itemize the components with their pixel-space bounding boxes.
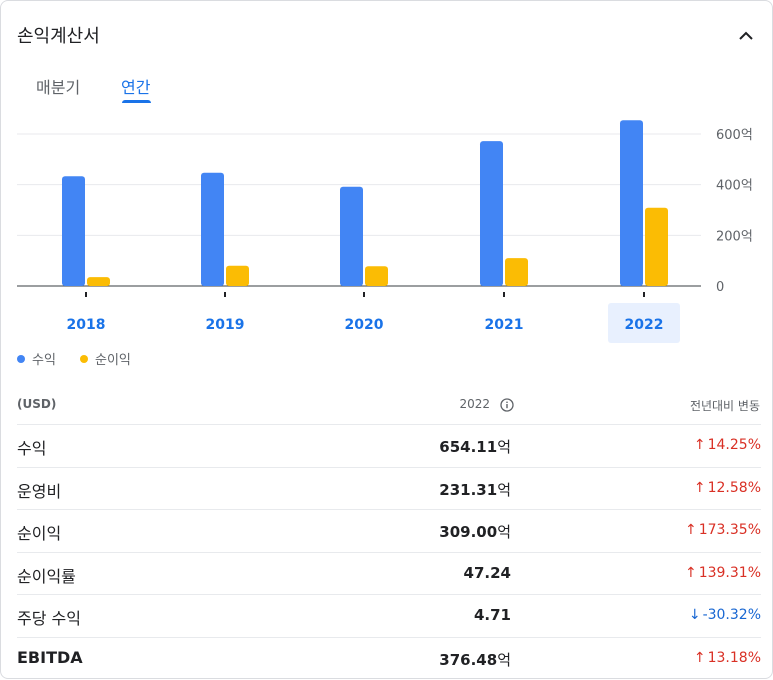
x-tick-label: 2022 [625, 317, 664, 333]
value-unit: 억 [497, 438, 511, 456]
tab-annual[interactable]: 연간 [121, 78, 151, 97]
row-label: EBITDA [17, 647, 83, 667]
row-change: ↑ 173.35% [685, 522, 761, 538]
table-row: 순이익 309.00억 ↑ 173.35% [17, 509, 761, 552]
bar-revenue [620, 120, 643, 286]
legend-label-net-income: 순이익 [95, 353, 131, 368]
tab-quarterly[interactable]: 매분기 [36, 78, 81, 97]
row-label: 순이익률 [17, 566, 76, 586]
change-column-header: 전년대비 변동 [689, 399, 760, 413]
collapse-button[interactable] [735, 25, 757, 47]
x-tick-label: 2020 [345, 317, 384, 333]
chevron-up-icon [739, 31, 753, 40]
year-column-header: 2022 [459, 397, 490, 411]
change-value: 13.18% [707, 649, 761, 666]
bar-net-income [87, 277, 110, 286]
arrow-up-icon: ↑ [693, 437, 706, 453]
change-value: 139.31% [698, 564, 761, 581]
row-label: 수익 [17, 439, 47, 458]
row-value: 4.71 [473, 606, 511, 624]
row-value: 231.31억 [439, 480, 511, 499]
arrow-up-icon: ↑ [684, 522, 697, 538]
bar-net-income [365, 266, 388, 286]
info-icon[interactable] [500, 398, 514, 415]
row-label: 주당 수익 [17, 609, 81, 628]
arrow-up-icon: ↑ [684, 564, 697, 581]
currency-label: (USD) [17, 397, 57, 411]
y-tick-label: 0 [716, 280, 724, 295]
table-row: 순이익률 47.24 ↑ 139.31% [17, 551, 761, 595]
arrow-up-icon: ↑ [693, 649, 706, 666]
change-value: -30.32% [702, 607, 761, 623]
change-value: 173.35% [698, 522, 761, 538]
y-tick-label: 200억 [716, 229, 753, 244]
y-tick-label: 400억 [716, 179, 753, 194]
row-change: ↑ 12.58% [694, 480, 761, 496]
arrow-up-icon: ↑ [693, 479, 706, 496]
legend-dot-net-income [80, 354, 88, 363]
bar-net-income [505, 258, 528, 286]
table-header: (USD) 2022 전년대비 변동 [1, 397, 772, 417]
value-unit: 억 [497, 650, 511, 669]
table-row: 수익 654.11억 ↑ 14.25% [17, 424, 761, 467]
row-label: 운영비 [17, 481, 62, 501]
bar-net-income [645, 207, 668, 286]
row-value: 47.24 [463, 563, 511, 582]
arrow-down-icon: ↓ [688, 607, 701, 623]
legend-revenue: 수익 [17, 349, 56, 368]
x-tick-label: 2019 [206, 317, 245, 333]
card-title: 손익계산서 [17, 26, 100, 47]
y-tick-label: 600억 [716, 128, 753, 143]
x-tick-label: 2018 [67, 317, 106, 333]
bar-net-income [226, 265, 249, 286]
bar-revenue [480, 141, 503, 286]
change-value: 12.58% [707, 479, 761, 496]
row-value: 376.48억 [439, 650, 511, 669]
legend-net-income: 순이익 [80, 349, 131, 368]
value-unit: 억 [497, 480, 511, 499]
selected-year-highlight [608, 303, 680, 343]
x-tick-label: 2021 [485, 317, 524, 333]
change-value: 14.25% [707, 437, 761, 453]
row-value: 309.00억 [439, 523, 511, 541]
legend-dot-revenue [17, 354, 25, 363]
row-change: ↑ 139.31% [685, 565, 761, 581]
bar-revenue [201, 172, 224, 286]
row-label: 순이익 [17, 524, 62, 543]
row-change: ↑ 13.18% [694, 650, 761, 666]
row-value: 654.11억 [439, 438, 511, 456]
active-tab-indicator [122, 100, 151, 103]
value-unit: 억 [497, 523, 511, 541]
bar-revenue [340, 186, 363, 286]
row-change: ↓ -30.32% [689, 607, 761, 623]
legend-label-revenue: 수익 [32, 353, 56, 368]
income-bar-chart: 0 200억 400억 600억 2018 2019 2020 2021 2022 [17, 120, 753, 343]
row-change: ↑ 14.25% [694, 437, 761, 453]
bar-revenue [62, 176, 85, 286]
table-row: 주당 수익 4.71 ↓ -30.32% [17, 594, 761, 637]
table-row: 운영비 231.31억 ↑ 12.58% [17, 466, 761, 510]
table-row: EBITDA 376.48억 ↑ 13.18% [17, 636, 761, 680]
